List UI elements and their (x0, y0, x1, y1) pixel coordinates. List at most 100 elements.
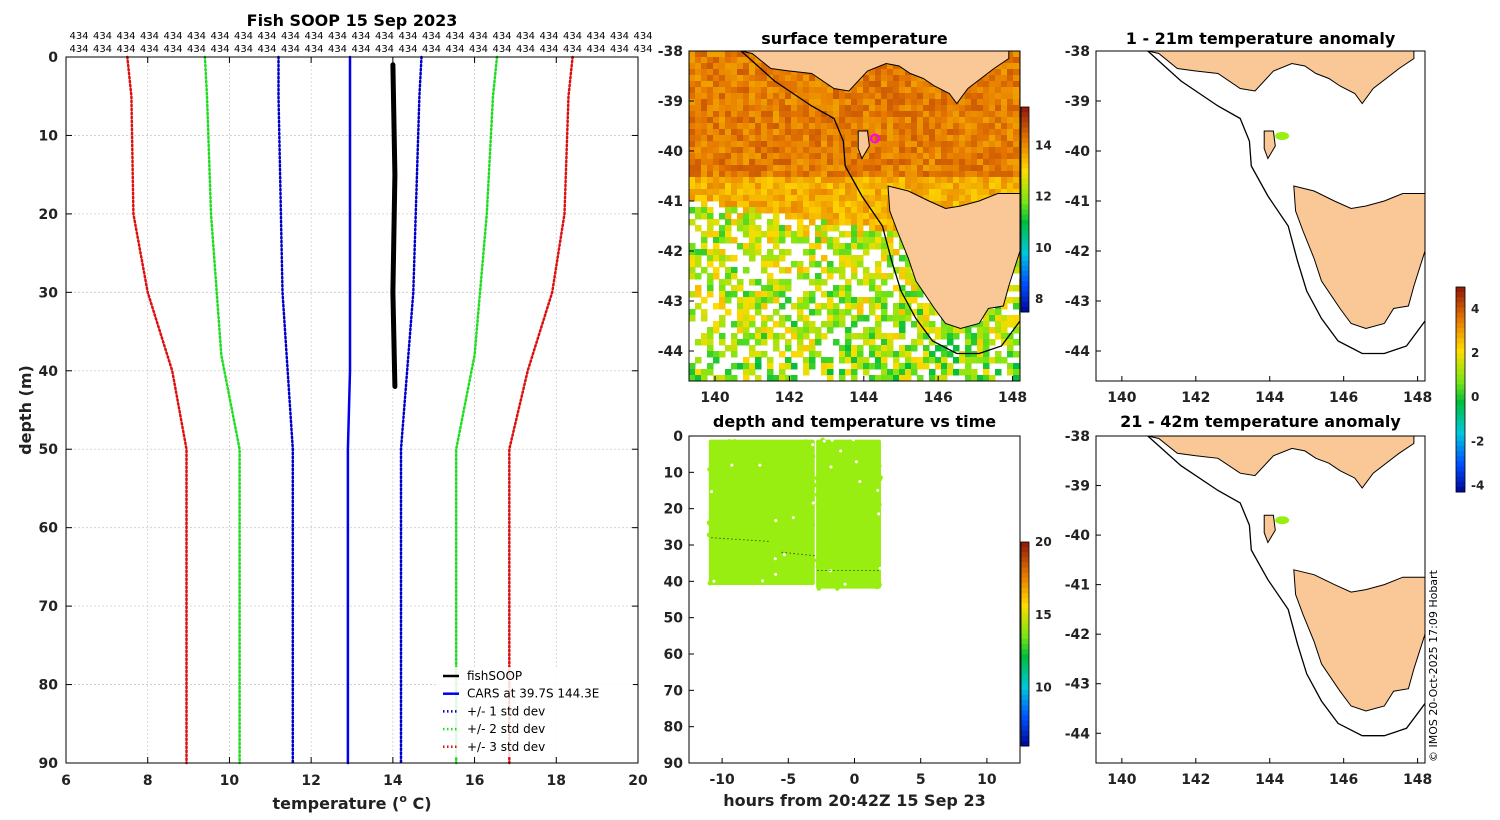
sst-cell (881, 111, 888, 118)
sst-cell (863, 237, 870, 244)
sst-cell (935, 147, 942, 154)
sst-cell (713, 171, 720, 178)
scatter-point (843, 460, 848, 466)
sst-cell (785, 339, 792, 346)
sst-cell (953, 369, 960, 376)
scatter-point (711, 506, 717, 512)
sst-cell (785, 345, 792, 352)
sst-cell (821, 363, 828, 370)
sst-cell (893, 69, 900, 76)
sst-cell (923, 159, 930, 166)
sst-cell (695, 63, 702, 70)
sst-cell (959, 177, 966, 184)
sst-cell (695, 87, 702, 94)
sample-count-label: 434 (422, 44, 441, 55)
sst-cell (941, 153, 948, 160)
sst-cell (719, 147, 726, 154)
sst-cell (725, 51, 732, 58)
sst-cell (905, 165, 912, 172)
plot-frame (65, 56, 639, 764)
scatter-point (803, 452, 808, 457)
sst-cell (773, 243, 780, 250)
sst-cell (971, 369, 978, 376)
sst-cell (797, 177, 804, 184)
sst-cell (893, 357, 900, 364)
colorbar-tick-label: 20 (1035, 535, 1052, 549)
sst-cell (845, 201, 852, 208)
scatter-point (864, 565, 870, 570)
sst-cell (755, 225, 762, 232)
sst-cell (743, 123, 750, 130)
sst-cell (875, 69, 882, 76)
sst-cell (749, 87, 756, 94)
scatter-point (863, 488, 869, 494)
sst-cell (701, 165, 708, 172)
sst-cell (941, 177, 948, 184)
sst-cell (755, 111, 762, 118)
sst-cell (851, 195, 858, 202)
sst-cell (989, 339, 996, 346)
sst-cell (935, 327, 942, 334)
colorbar-segment (1021, 240, 1029, 246)
sst-cell (1001, 141, 1008, 148)
scatter-gap (774, 572, 778, 576)
sst-cell (695, 81, 702, 88)
sst-cell (737, 285, 744, 292)
sst-cell (911, 291, 918, 298)
sst-cell (821, 225, 828, 232)
sst-cell (983, 321, 990, 328)
sample-count-label: 434 (140, 31, 159, 42)
sst-cell (965, 147, 972, 154)
sst-cell (995, 123, 1002, 130)
sst-cell (1013, 105, 1020, 112)
sst-cell (1013, 69, 1020, 76)
scatter-point (858, 452, 864, 458)
sst-cell (797, 345, 804, 352)
sst-cell (863, 219, 870, 226)
sst-cell (917, 165, 924, 172)
sst-cell (719, 57, 726, 64)
sst-cell (797, 315, 804, 322)
sst-cell (803, 213, 810, 220)
sst-cell (761, 207, 768, 214)
sst-cell (893, 141, 900, 148)
sst-cell (707, 213, 714, 220)
sst-cell (905, 141, 912, 148)
sst-cell (761, 285, 768, 292)
sst-cell (779, 201, 786, 208)
sst-cell (761, 189, 768, 196)
sst-cell (719, 279, 726, 286)
sst-cell (809, 153, 816, 160)
sst-cell (851, 165, 858, 172)
sst-cell (701, 231, 708, 238)
sst-cell (815, 213, 822, 220)
sst-cell (749, 303, 756, 310)
sst-cell (731, 267, 738, 274)
sst-cell (869, 345, 876, 352)
sst-cell (791, 189, 798, 196)
scatter-point (707, 580, 713, 586)
sample-count-label: 434 (281, 44, 300, 55)
sst-cell (935, 357, 942, 364)
sst-cell (941, 321, 948, 328)
sst-cell (731, 339, 738, 346)
sst-cell (839, 123, 846, 130)
sst-cell (791, 75, 798, 82)
sst-cell (695, 369, 702, 376)
scatter-point (706, 520, 712, 525)
sst-cell (983, 129, 990, 136)
sst-cell (737, 99, 744, 106)
sst-cell (977, 333, 984, 340)
sst-cell (947, 159, 954, 166)
sst-cell (983, 333, 990, 340)
sst-cell (773, 189, 780, 196)
sst-cell (707, 207, 714, 214)
sst-cell (803, 231, 810, 238)
sst-cell (881, 75, 888, 82)
sst-cell (839, 105, 846, 112)
sst-cell (1007, 135, 1014, 142)
sst-cell (911, 75, 918, 82)
sst-cell (887, 369, 894, 376)
sst-cell (881, 147, 888, 154)
colorbar-segment (1021, 674, 1029, 681)
